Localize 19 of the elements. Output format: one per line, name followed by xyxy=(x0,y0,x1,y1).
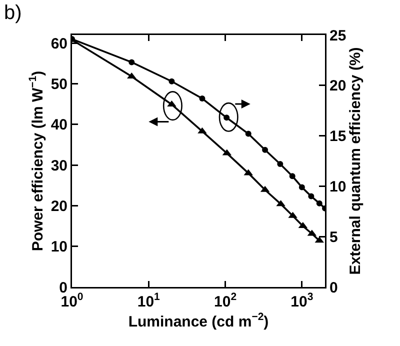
y2-tick-label: 25 xyxy=(330,27,346,44)
x-tick-label: 10$^{2}$ xyxy=(214,291,237,310)
y2-tick-label: 0 xyxy=(330,279,338,296)
y-tick-label: 20 xyxy=(50,198,68,215)
y2-tick-label: 15 xyxy=(330,128,346,146)
y2-axis-title: External quantum efficiency (%) xyxy=(346,47,364,275)
y-tick-label: 50 xyxy=(50,76,68,94)
x-axis-title: Luminance (cd m$^{−2}$) xyxy=(128,310,269,330)
y-tick-label: 30 xyxy=(50,157,68,174)
chart-title: b) xyxy=(4,2,22,24)
x-tick-label: 10$^{1}$ xyxy=(137,291,160,310)
y-tick-label: 10 xyxy=(50,238,68,256)
x-tick-label: 10$^{3}$ xyxy=(290,291,314,310)
y-tick-label: 60 xyxy=(50,35,68,52)
y2-tick-label: 20 xyxy=(330,78,346,95)
y-tick-label: 40 xyxy=(50,116,68,134)
y2-tick-label: 10 xyxy=(330,178,346,196)
y2-tick-label: 5 xyxy=(330,228,338,246)
y-tick-label: 0 xyxy=(59,279,68,296)
